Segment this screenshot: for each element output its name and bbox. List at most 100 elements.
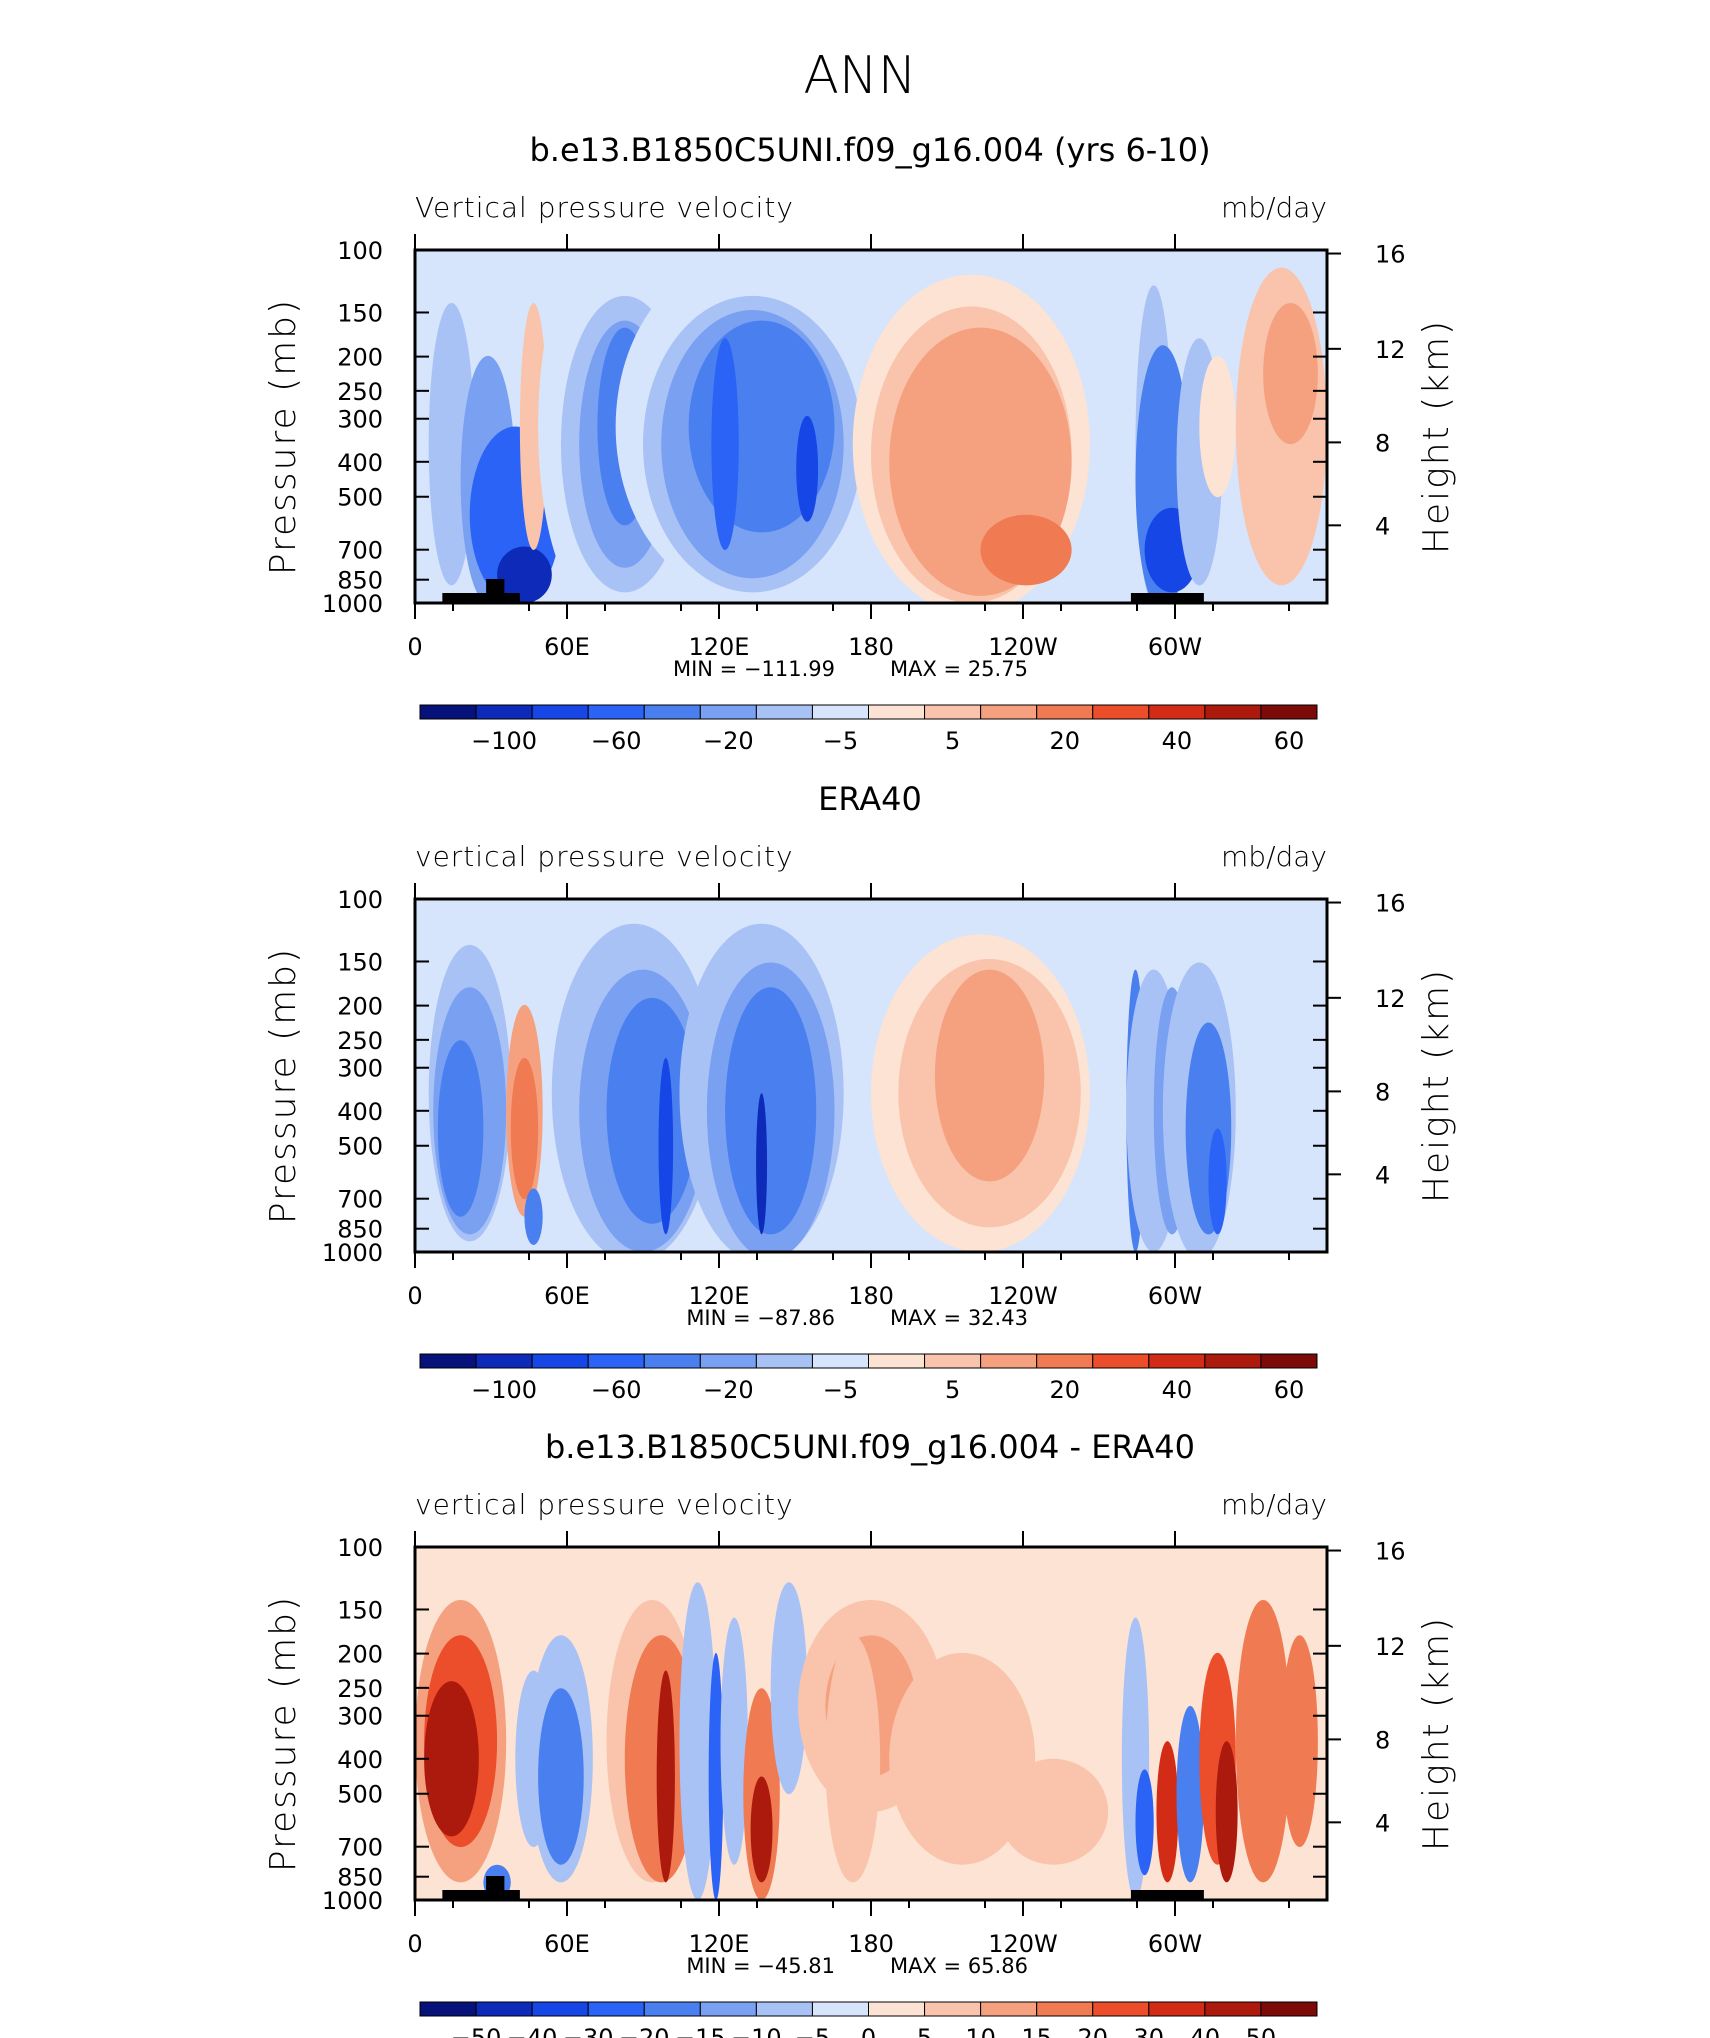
colorbar-swatch bbox=[980, 704, 1038, 720]
colorbar-swatch bbox=[811, 704, 869, 720]
colorbar-swatch bbox=[1148, 2001, 1206, 2017]
x-tick-label: 180 bbox=[848, 633, 894, 661]
x-tick-label: 120W bbox=[988, 1930, 1058, 1958]
heatmap-contour-29 bbox=[1281, 1635, 1318, 1848]
y-tick-label: 300 bbox=[337, 1703, 383, 1731]
colorbar-swatch bbox=[587, 1353, 645, 1369]
heatmap-contour-10 bbox=[656, 1670, 675, 1883]
colorbar-swatch bbox=[1036, 704, 1094, 720]
colorbar-swatch bbox=[1148, 1353, 1206, 1369]
heatmap-contour-14 bbox=[756, 1093, 768, 1235]
colorbar-swatch bbox=[475, 1353, 533, 1369]
y-tick-label: 200 bbox=[337, 993, 383, 1021]
colorbar-swatch bbox=[643, 704, 701, 720]
x-tick-label: 0 bbox=[407, 633, 422, 661]
y-tick-label: 200 bbox=[337, 344, 383, 372]
y-tick-label: 850 bbox=[337, 1864, 383, 1892]
colorbar-label: −20 bbox=[619, 2024, 670, 2038]
colorbar-swatch bbox=[419, 2001, 477, 2017]
x-tick-label: 60W bbox=[1148, 633, 1202, 661]
y-right-tick-label: 16 bbox=[1375, 890, 1406, 918]
heatmap-contour-3 bbox=[497, 546, 552, 603]
x-tick-label: 60W bbox=[1148, 1930, 1202, 1958]
chart-panel-2: ERA40 vertical pressure velocity mb/day 100… bbox=[263, 780, 1457, 1404]
x-tick-label: 60E bbox=[544, 633, 590, 661]
variable-label: vertical pressure velocity bbox=[415, 840, 794, 873]
y-tick-label: 100 bbox=[337, 1534, 383, 1562]
units-label: mb/day bbox=[1221, 840, 1327, 873]
y-axis-title: Pressure (mb) bbox=[263, 947, 304, 1224]
x-tick-label: 180 bbox=[848, 1282, 894, 1310]
heatmap-field bbox=[415, 250, 1327, 603]
heatmap-contour-23 bbox=[1135, 1769, 1154, 1876]
heatmap-contour-27 bbox=[1215, 1741, 1238, 1883]
max-label: MAX = 32.43 bbox=[890, 1306, 1028, 1330]
topography-peak bbox=[486, 1876, 505, 1892]
heatmap-contour-9 bbox=[606, 997, 698, 1224]
colorbar-label: 60 bbox=[1274, 727, 1305, 755]
y-tick-label: 500 bbox=[337, 1781, 383, 1809]
heatmap-field bbox=[415, 899, 1327, 1252]
heatmap-contour-13 bbox=[725, 987, 817, 1235]
colorbar-label: −100 bbox=[471, 727, 537, 755]
colorbar-swatch bbox=[868, 1353, 926, 1369]
y-right-axis-title: Height (km) bbox=[1416, 1616, 1457, 1851]
y-axis-title: Pressure (mb) bbox=[263, 1595, 304, 1872]
colorbar-label: 20 bbox=[1049, 1376, 1080, 1404]
colorbar-swatch bbox=[419, 1353, 477, 1369]
heatmap-contour-18 bbox=[934, 969, 1045, 1182]
colorbar-swatch bbox=[1204, 1353, 1262, 1369]
colorbar-label: −20 bbox=[703, 727, 754, 755]
colorbar-label: −30 bbox=[563, 2024, 614, 2038]
heatmap-contour-4 bbox=[519, 302, 548, 551]
page-title: ANN bbox=[803, 46, 916, 106]
max-label: MAX = 65.86 bbox=[890, 1954, 1028, 1978]
y-right-tick-label: 8 bbox=[1375, 429, 1390, 457]
y-tick-label: 1000 bbox=[322, 590, 383, 618]
colorbar-swatch bbox=[980, 1353, 1038, 1369]
colorbar-label: −5 bbox=[795, 2024, 830, 2038]
y-tick-label: 300 bbox=[337, 1055, 383, 1083]
colorbar-swatch bbox=[587, 704, 645, 720]
y-right-tick-label: 12 bbox=[1375, 336, 1406, 364]
y-tick-label: 1000 bbox=[322, 1887, 383, 1915]
panel-title: ERA40 bbox=[818, 780, 922, 818]
colorbar-label: 40 bbox=[1162, 1376, 1193, 1404]
heatmap-contour-18 bbox=[980, 514, 1072, 586]
chart-panel-1: b.e13.B1850C5UNI.f09_g16.004 (yrs 6-10) V… bbox=[263, 131, 1457, 755]
y-tick-label: 400 bbox=[337, 449, 383, 477]
colorbar-label: 5 bbox=[945, 727, 960, 755]
y-tick-label: 100 bbox=[337, 237, 383, 265]
heatmap-contour-13 bbox=[711, 338, 739, 551]
y-tick-label: 850 bbox=[337, 1216, 383, 1244]
colorbar-swatch bbox=[868, 2001, 926, 2017]
y-tick-label: 400 bbox=[337, 1098, 383, 1126]
colorbar-swatch bbox=[699, 2001, 757, 2017]
colorbar-label: 5 bbox=[945, 1376, 960, 1404]
y-right-axis-title: Height (km) bbox=[1416, 319, 1457, 554]
heatmap-contour-7 bbox=[538, 1688, 584, 1865]
x-tick-label: 120W bbox=[988, 1282, 1058, 1310]
colorbar-swatch bbox=[643, 2001, 701, 2017]
heatmap-contour-3 bbox=[424, 1681, 479, 1837]
colorbar-swatch bbox=[924, 2001, 982, 2017]
colorbar-swatch bbox=[1036, 1353, 1094, 1369]
x-tick-label: 0 bbox=[407, 1930, 422, 1958]
colorbar-label: 10 bbox=[965, 2024, 996, 2038]
y-right-tick-label: 8 bbox=[1375, 1078, 1390, 1106]
x-tick-label: 60E bbox=[544, 1930, 590, 1958]
y-right-tick-label: 4 bbox=[1375, 1809, 1390, 1837]
colorbar-swatch bbox=[1148, 704, 1206, 720]
colorbar-swatch bbox=[755, 704, 813, 720]
y-tick-label: 300 bbox=[337, 406, 383, 434]
colorbar-swatch bbox=[1092, 704, 1150, 720]
y-right-tick-label: 12 bbox=[1375, 985, 1406, 1013]
x-tick-label: 180 bbox=[848, 1930, 894, 1958]
colorbar-swatch bbox=[924, 704, 982, 720]
heatmap-contour-21 bbox=[998, 1758, 1109, 1865]
units-label: mb/day bbox=[1221, 191, 1327, 224]
heatmap-contour-25 bbox=[1235, 987, 1291, 1235]
max-label: MAX = 25.75 bbox=[890, 657, 1028, 681]
colorbar-label: −5 bbox=[823, 1376, 858, 1404]
x-tick-label: 60W bbox=[1148, 1282, 1202, 1310]
